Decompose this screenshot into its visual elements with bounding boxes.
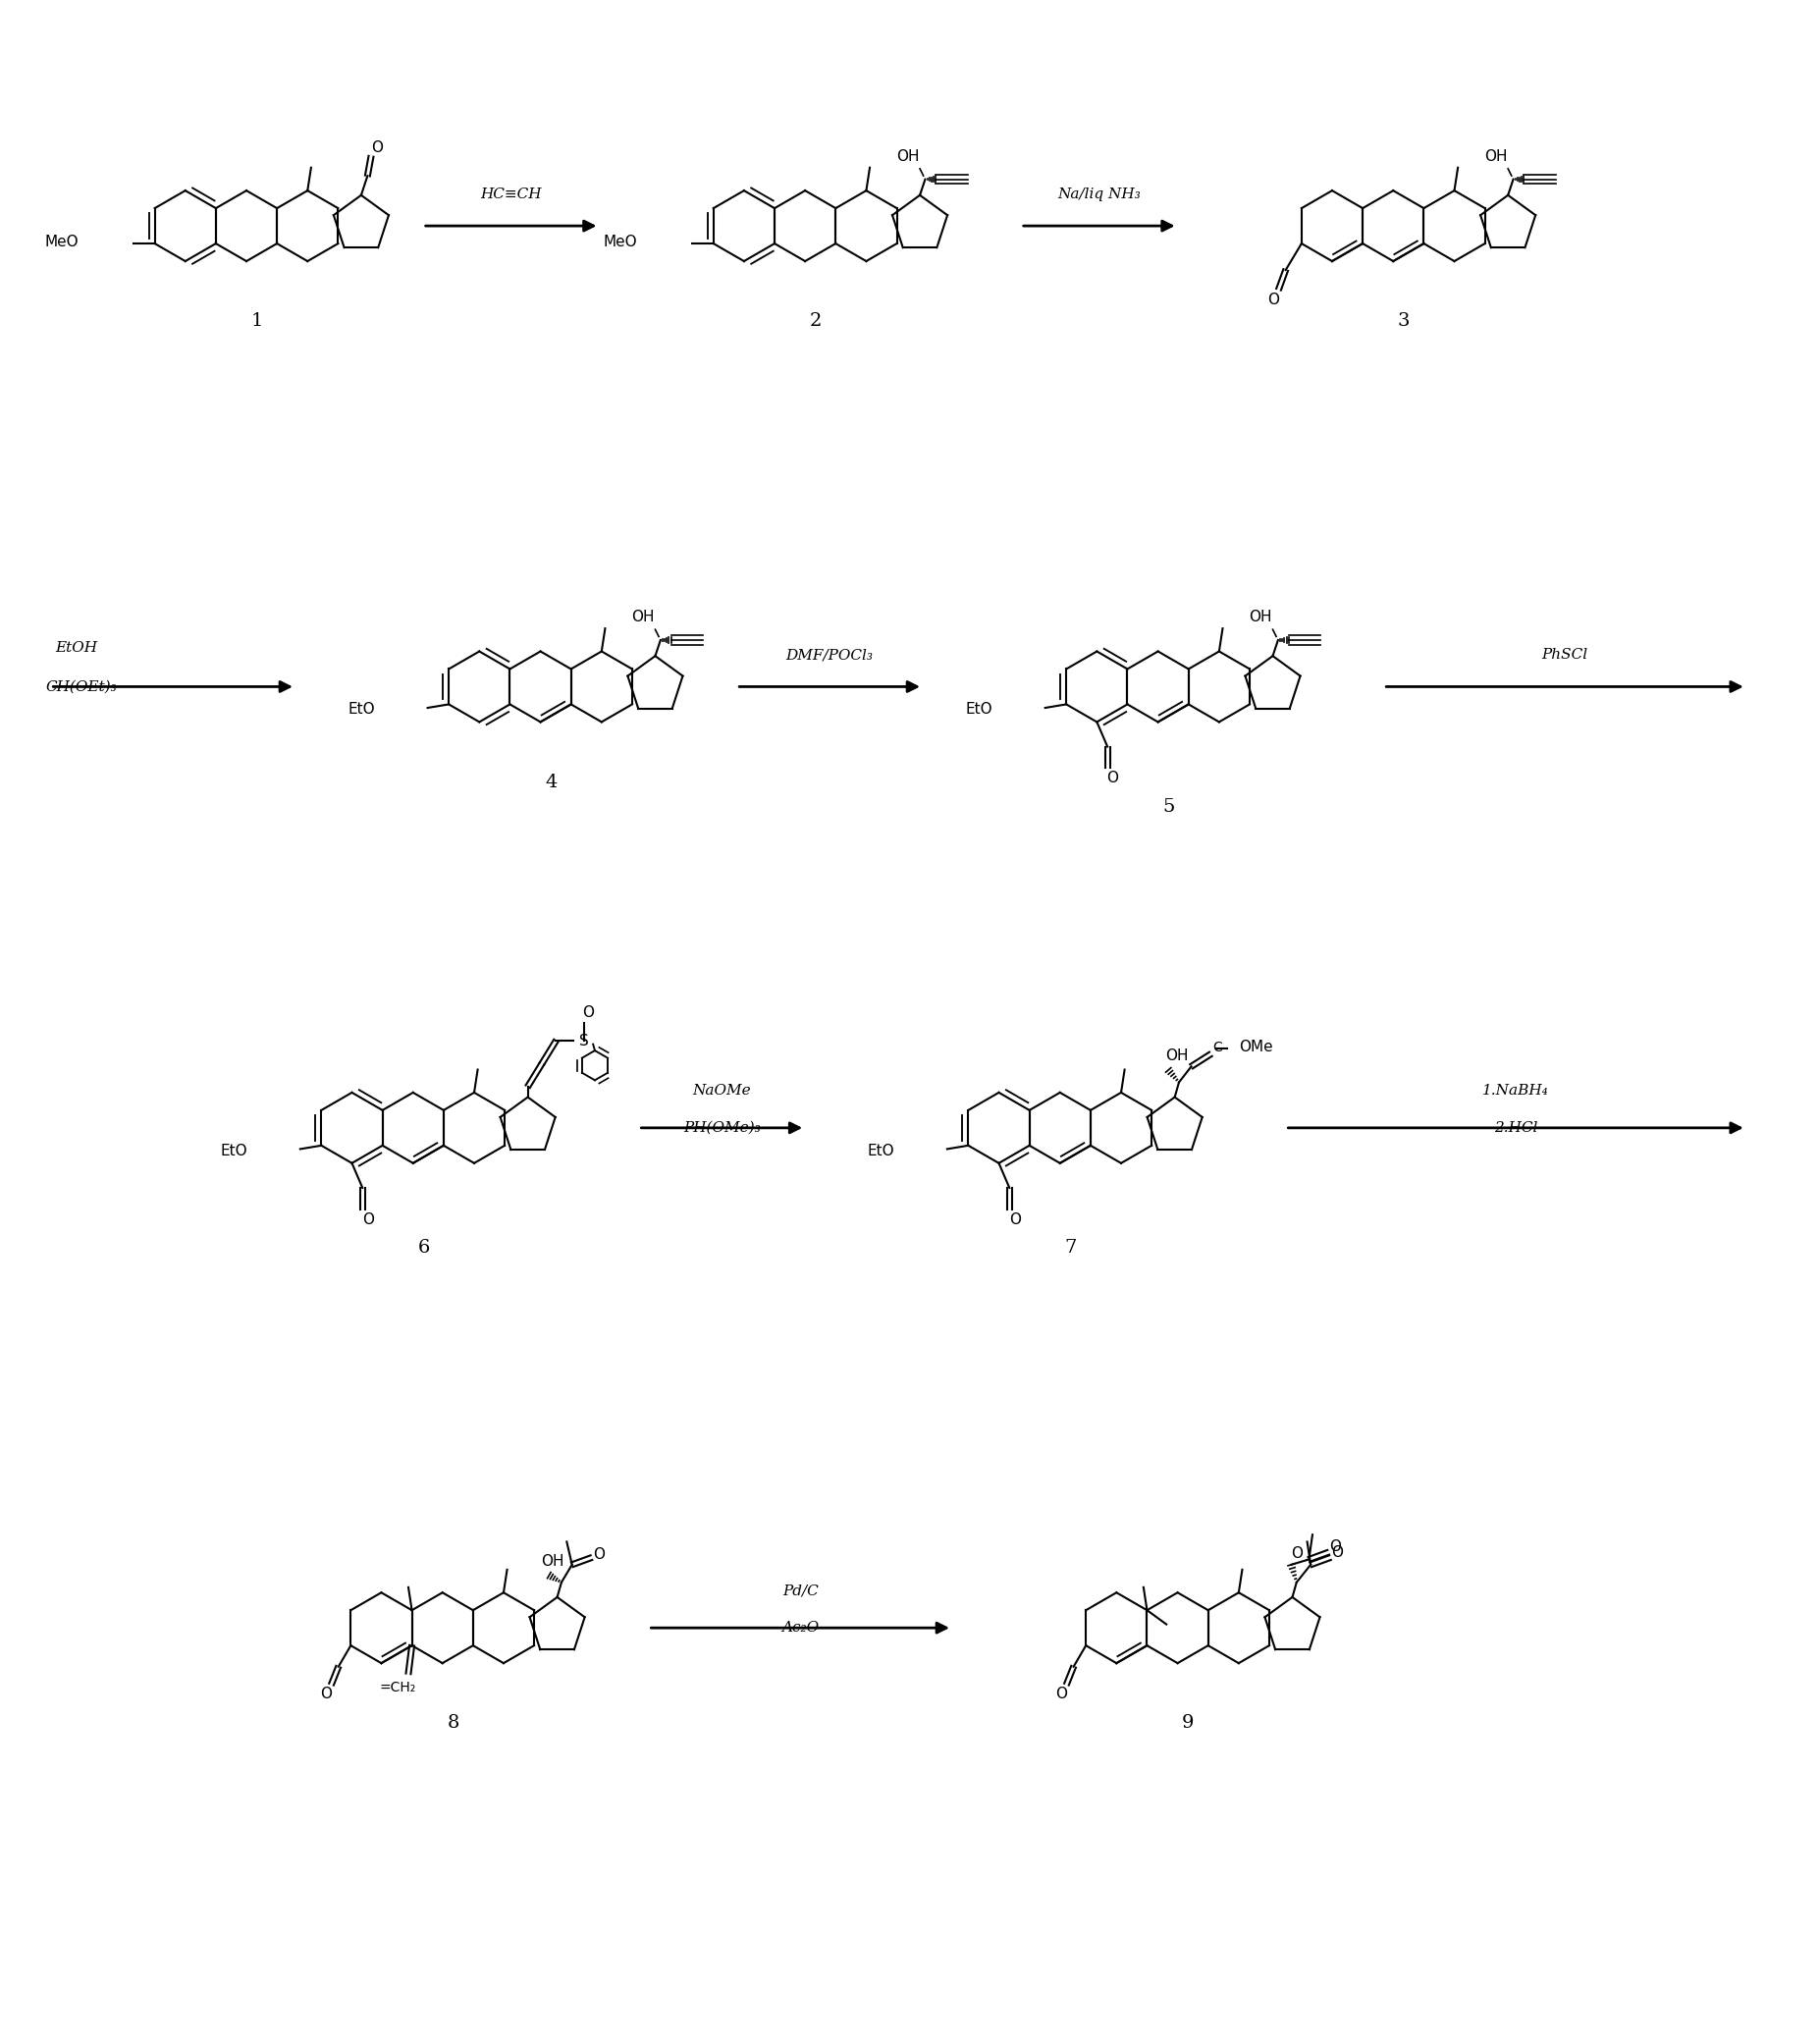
Text: DMF/POCl₃: DMF/POCl₃ (786, 649, 874, 661)
Text: 1: 1 (251, 312, 264, 331)
Text: OH: OH (541, 1553, 564, 1570)
Text: PH(OMe)₃: PH(OMe)₃ (682, 1121, 761, 1135)
Text: MeO: MeO (604, 235, 637, 249)
Text: O: O (593, 1547, 604, 1561)
Text: OMe: OMe (1239, 1039, 1272, 1055)
Text: 4: 4 (544, 774, 557, 790)
Text: EtO: EtO (348, 702, 375, 716)
Text: O: O (582, 1004, 593, 1020)
Text: O: O (1290, 1545, 1303, 1561)
Text: EtO: EtO (965, 702, 992, 716)
Text: O: O (320, 1686, 331, 1702)
Text: =CH₂: =CH₂ (380, 1682, 417, 1694)
Text: O: O (1056, 1686, 1067, 1702)
Text: Na/liq NH₃: Na/liq NH₃ (1057, 188, 1141, 202)
Text: 2.HCl: 2.HCl (1494, 1121, 1538, 1135)
Text: O: O (1267, 292, 1279, 308)
Text: 2: 2 (810, 312, 823, 331)
Text: 6: 6 (417, 1239, 430, 1257)
Text: 5: 5 (1163, 798, 1174, 816)
Text: 3: 3 (1398, 312, 1411, 331)
Text: 9: 9 (1181, 1714, 1194, 1733)
Text: EtO: EtO (866, 1143, 894, 1157)
Text: S: S (579, 1033, 590, 1047)
Text: O: O (1107, 771, 1119, 786)
Text: 1.NaBH₄: 1.NaBH₄ (1483, 1084, 1549, 1098)
Text: 7: 7 (1065, 1239, 1077, 1257)
Text: MeO: MeO (46, 235, 78, 249)
Text: O: O (1329, 1539, 1341, 1555)
Text: O: O (371, 141, 384, 155)
Text: 8: 8 (448, 1714, 459, 1733)
Text: O: O (1330, 1545, 1343, 1559)
Text: PhSCl: PhSCl (1542, 649, 1587, 661)
Text: Pd/C: Pd/C (783, 1584, 819, 1598)
Text: CH(OEt)₃: CH(OEt)₃ (46, 680, 116, 694)
Text: OH: OH (895, 149, 919, 163)
Text: Ac₂O: Ac₂O (781, 1621, 819, 1635)
Text: NaOMe: NaOMe (693, 1084, 752, 1098)
Text: O: O (1008, 1212, 1021, 1227)
Text: OH: OH (632, 610, 655, 625)
Text: O: O (362, 1212, 373, 1227)
Text: EtO: EtO (220, 1143, 248, 1157)
Text: HC≡CH: HC≡CH (480, 188, 542, 202)
Text: OH: OH (1249, 610, 1272, 625)
Text: OH: OH (1165, 1049, 1188, 1063)
Text: EtOH: EtOH (55, 641, 98, 655)
Text: C: C (1212, 1041, 1223, 1053)
Text: OH: OH (1483, 149, 1507, 163)
